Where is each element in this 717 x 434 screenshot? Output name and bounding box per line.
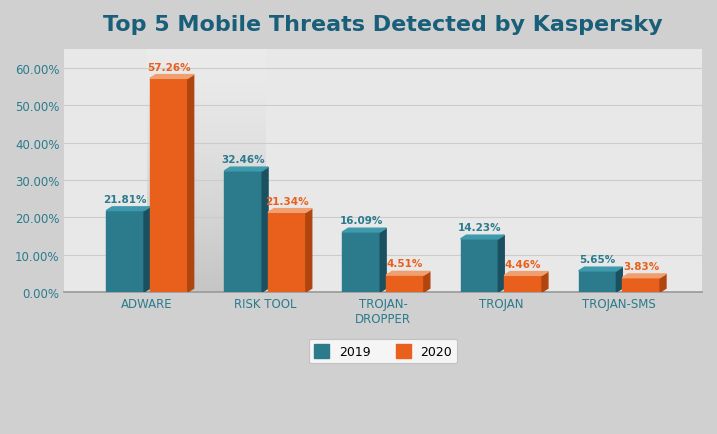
Title: Top 5 Mobile Threats Detected by Kaspersky: Top 5 Mobile Threats Detected by Kaspers… <box>103 15 663 35</box>
Polygon shape <box>268 209 312 213</box>
Polygon shape <box>150 76 194 79</box>
Bar <box>343 232 380 292</box>
Polygon shape <box>386 272 429 276</box>
Text: 5.65%: 5.65% <box>579 255 616 265</box>
Polygon shape <box>660 274 666 292</box>
Polygon shape <box>224 168 268 171</box>
Polygon shape <box>343 229 386 232</box>
Polygon shape <box>504 272 548 276</box>
Text: 21.81%: 21.81% <box>103 194 147 204</box>
Polygon shape <box>188 76 194 292</box>
Bar <box>224 171 262 292</box>
Text: 16.09%: 16.09% <box>340 216 383 226</box>
Bar <box>504 276 542 292</box>
Text: 4.46%: 4.46% <box>505 259 541 269</box>
Polygon shape <box>144 207 150 292</box>
Bar <box>106 211 144 292</box>
Bar <box>579 271 617 292</box>
Polygon shape <box>622 274 666 278</box>
Bar <box>268 213 306 292</box>
Polygon shape <box>424 272 429 292</box>
Legend: 2019, 2020: 2019, 2020 <box>309 339 457 364</box>
Polygon shape <box>106 207 150 211</box>
Text: 14.23%: 14.23% <box>457 223 501 233</box>
Text: 4.51%: 4.51% <box>387 259 423 269</box>
Bar <box>460 239 498 292</box>
Bar <box>622 278 660 292</box>
Polygon shape <box>460 236 504 239</box>
Text: 32.46%: 32.46% <box>222 155 265 165</box>
Text: 21.34%: 21.34% <box>265 196 309 206</box>
Polygon shape <box>380 229 386 292</box>
Text: 57.26%: 57.26% <box>147 62 191 72</box>
Polygon shape <box>542 272 548 292</box>
Polygon shape <box>262 168 268 292</box>
Bar <box>386 276 424 292</box>
Polygon shape <box>306 209 312 292</box>
Bar <box>150 79 188 292</box>
Text: 3.83%: 3.83% <box>623 261 660 271</box>
Polygon shape <box>498 236 504 292</box>
Polygon shape <box>579 267 622 271</box>
Polygon shape <box>617 267 622 292</box>
